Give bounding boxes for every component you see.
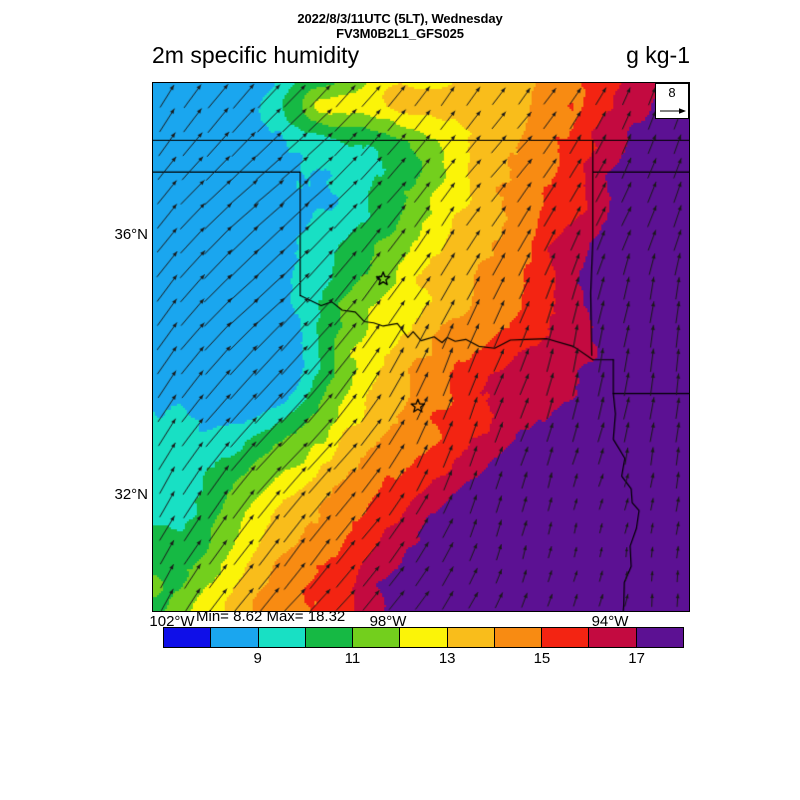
lon-tick-label-2: 94°W: [591, 613, 629, 630]
title-model: FV3M0B2L1_GFS025: [336, 25, 464, 41]
lat-tick-label-0: 36°N: [114, 226, 148, 243]
colorbar-tick-15: 15: [533, 650, 551, 667]
title-datetime: 2022/8/3/11UTC (5LT), Wednesday: [297, 11, 503, 26]
colorbar-segment-0: [164, 628, 212, 647]
right-arrow-icon: [660, 108, 686, 114]
colorbar-segment-8: [542, 628, 590, 647]
colorbar-segment-1: [211, 628, 259, 647]
colorbar-segment-9: [589, 628, 637, 647]
colorbar-segment-5: [400, 628, 448, 647]
lat-tick-label-1: 32°N: [114, 486, 148, 503]
wind-vector-legend: 8: [655, 83, 689, 119]
wind-reference-value: 8: [668, 85, 676, 100]
colorbar-segment-2: [258, 628, 306, 647]
variable-name-label: 2m specific humidity: [152, 42, 360, 68]
colorbar-segment-10: [636, 628, 683, 647]
colorbar-tick-9: 9: [253, 650, 262, 667]
units-label: g kg-1: [626, 42, 690, 68]
colorbar-segment-6: [447, 628, 495, 647]
colorbar-tick-13: 13: [438, 650, 456, 667]
title-block: 2022/8/3/11UTC (5LT), Wednesday FV3M0B2L…: [0, 11, 800, 41]
variable-header-row: 2m specific humidity g kg-1: [152, 42, 690, 68]
lon-tick-label-1: 98°W: [369, 613, 407, 630]
map-plot-area[interactable]: [152, 82, 690, 612]
colorbar-segment-3: [305, 628, 354, 647]
colorbar-tick-17: 17: [628, 650, 645, 667]
humidity-heatmap: [153, 83, 689, 611]
colorbar-tick-11: 11: [344, 650, 361, 667]
colorbar-segment-7: [494, 628, 543, 647]
colorbar[interactable]: [163, 627, 684, 648]
minmax-annotation: Min= 8.62 Max= 18.32: [196, 608, 346, 625]
colorbar-segment-4: [353, 628, 401, 647]
lon-tick-label-0: 102°W: [149, 613, 195, 630]
